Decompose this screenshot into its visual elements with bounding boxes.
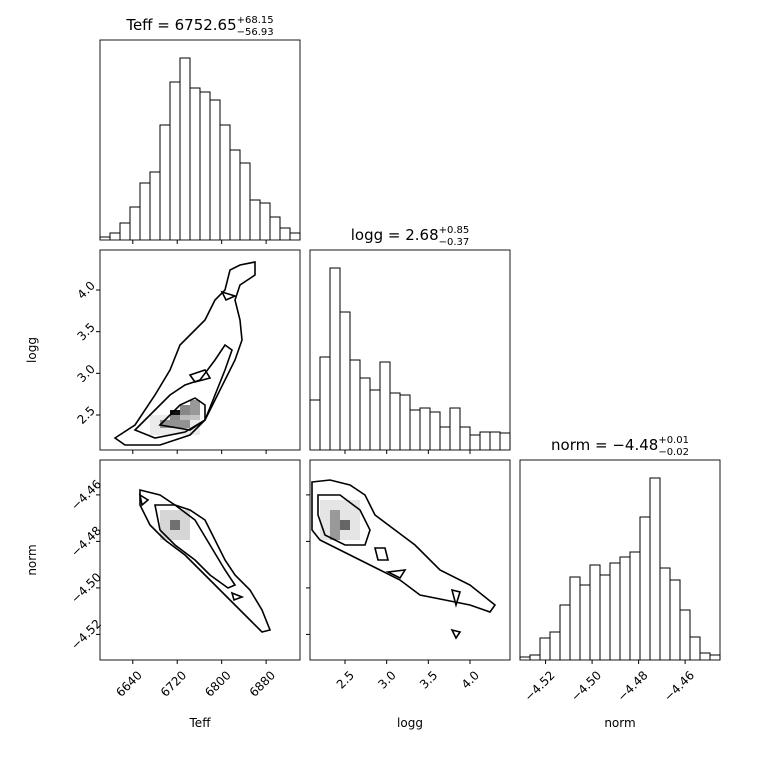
- x-tick-label: 3.0: [375, 668, 398, 691]
- hist-bar: [379, 361, 391, 450]
- title-lower: −56.93: [237, 27, 274, 38]
- hist-bar: [639, 516, 651, 660]
- hist-bar: [699, 652, 711, 660]
- hist-bar: [559, 604, 571, 660]
- title-main: logg = 2.68: [351, 226, 439, 244]
- y-tick-label: 4.0: [74, 278, 97, 301]
- hist-bar: [179, 57, 191, 240]
- y-axis-label: norm: [25, 544, 39, 575]
- hist-bar: [249, 199, 261, 240]
- hist-bar: [539, 637, 551, 660]
- hist-bar: [239, 162, 251, 240]
- hist-bar: [439, 426, 451, 450]
- hist-bar: [209, 99, 221, 240]
- hist-bar: [359, 377, 371, 450]
- hist-bar: [339, 311, 351, 450]
- hist-bar: [609, 562, 621, 660]
- x-tick-label: −4.50: [568, 668, 604, 704]
- hist-bar: [149, 171, 161, 240]
- x-tick-label: 2.5: [334, 668, 357, 691]
- x-tick-label: −4.46: [661, 668, 697, 704]
- panel-frame: [309, 459, 511, 661]
- hist-bar: [349, 359, 361, 450]
- panel-frame: [99, 249, 301, 451]
- hist-bar: [649, 477, 661, 660]
- hist-bar: [189, 87, 201, 240]
- hist-bar: [269, 216, 281, 240]
- hist-bar: [449, 407, 461, 450]
- hist-bar: [109, 232, 121, 240]
- x-tick-label: 3.5: [417, 668, 440, 691]
- hist-bar: [279, 227, 291, 240]
- title-upper: +0.01: [658, 435, 689, 446]
- density-teff-logg: [113, 261, 256, 446]
- hist-bar: [709, 654, 721, 660]
- hist-bar: [229, 149, 241, 240]
- hist-bar: [259, 202, 271, 240]
- x-axis-label: Teff: [189, 716, 212, 730]
- x-tick-label: 6800: [202, 668, 233, 699]
- x-tick-label: −4.48: [615, 668, 651, 704]
- hist-bar: [479, 431, 491, 450]
- y-tick-label: 3.0: [74, 362, 97, 385]
- hist-bar: [329, 267, 341, 450]
- y-tick-label: 2.5: [74, 403, 97, 426]
- hist-bar: [389, 392, 401, 450]
- hist-bar: [489, 431, 501, 450]
- x-axis-label: norm: [604, 716, 635, 730]
- hist-bar: [319, 356, 331, 450]
- hist-bar: [669, 579, 681, 660]
- y-tick-label: 3.5: [74, 320, 97, 343]
- hist-bar: [199, 91, 211, 240]
- title-main: Teff = 6752.65: [125, 16, 236, 34]
- hist-bar: [289, 232, 301, 240]
- panel-title: norm = −4.48+0.01 −0.02: [551, 435, 689, 458]
- hist-bar: [679, 609, 691, 660]
- hist-bar: [409, 409, 421, 450]
- hist-bar: [499, 432, 511, 450]
- title-upper: +68.15: [237, 15, 274, 26]
- density-logg-norm: [311, 479, 497, 640]
- x-tick-label: −4.52: [522, 668, 558, 704]
- title-main: norm = −4.48: [551, 436, 658, 454]
- hist-bar: [689, 636, 701, 660]
- title-upper: +0.85: [439, 225, 470, 236]
- hist-bar: [459, 426, 471, 450]
- density-teff-norm: [138, 488, 272, 633]
- hist-bar: [529, 654, 541, 660]
- hist-bar: [219, 124, 231, 240]
- hist-bar: [119, 222, 131, 240]
- hist-bar: [599, 574, 611, 660]
- hist-bar: [469, 434, 481, 450]
- hist-bar: [659, 567, 671, 660]
- hist-bar: [159, 124, 171, 240]
- hist-bar: [429, 411, 441, 450]
- x-tick-label: 6880: [247, 668, 278, 699]
- x-tick-label: 4.0: [459, 668, 482, 691]
- hist-bar: [619, 556, 631, 660]
- hist-bar: [309, 399, 321, 450]
- hist-bar: [549, 631, 561, 660]
- hist-bar: [129, 206, 141, 240]
- x-axis-label: logg: [397, 716, 423, 730]
- title-lower: −0.02: [658, 447, 689, 458]
- hist-bar: [519, 656, 531, 660]
- x-tick-label: 6720: [158, 668, 189, 699]
- x-tick-label: 6640: [113, 668, 144, 699]
- hist-bar: [399, 394, 411, 450]
- panel-title: logg = 2.68+0.85 −0.37: [351, 225, 470, 248]
- hist-bar: [169, 81, 181, 240]
- hist-bar: [579, 584, 591, 660]
- hist-bar: [139, 182, 151, 240]
- panel-frame: [99, 459, 301, 661]
- y-axis-label: logg: [25, 337, 39, 363]
- hist-bar: [569, 576, 581, 660]
- title-lower: −0.37: [439, 237, 470, 248]
- hist-bar: [629, 551, 641, 660]
- hist-bar: [369, 389, 381, 450]
- hist-bar: [589, 564, 601, 660]
- hist-bar: [419, 407, 431, 450]
- panel-title: Teff = 6752.65+68.15 −56.93: [125, 15, 273, 38]
